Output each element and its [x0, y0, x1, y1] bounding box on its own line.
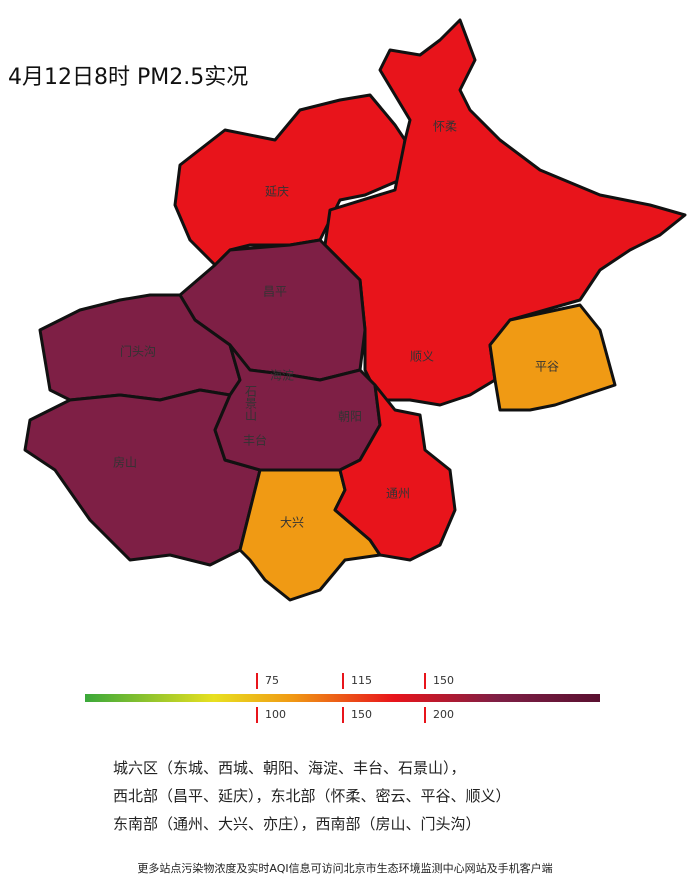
legend-bar: [85, 694, 600, 702]
legend-top-label: 150: [433, 674, 454, 687]
legend-bottom-label: 100: [265, 708, 286, 721]
legend-top-label: 75: [265, 674, 279, 687]
district-label: 石景山: [244, 385, 258, 421]
note-line: 西北部（昌平、延庆），东北部（怀柔、密云、平谷、顺义）: [113, 787, 511, 805]
district-label: 海淀: [270, 368, 294, 383]
note-line: 东南部（通州、大兴、亦庄），西南部（房山、门头沟）: [113, 815, 481, 833]
legend: 75 115 150 100 150 200: [256, 673, 454, 723]
legend-bottom-label: 200: [433, 708, 454, 721]
district-label: 通州: [386, 487, 410, 501]
district-label: 昌平: [263, 285, 287, 299]
district-label: 丰台: [243, 433, 267, 448]
footer: 更多站点污染物浓度及实时AQI信息可访问北京市生态环境监测中心网站及手机客户端: [137, 861, 552, 875]
district-labels: 怀柔延庆昌平门头沟 顺义平谷海淀石景山朝阳丰台房山大兴 通州: [113, 120, 559, 530]
region-tongzhou: [333, 383, 457, 562]
notes: 城六区（东城、西城、朝阳、海淀、丰台、石景山）， 西北部（昌平、延庆），东北部（怀…: [113, 759, 511, 833]
district-label: 延庆: [265, 185, 289, 199]
region-pinggu: [488, 303, 617, 412]
district-label: 顺义: [410, 350, 434, 364]
regions: [23, 18, 687, 602]
note-line: 城六区（东城、西城、朝阳、海淀、丰台、石景山），: [113, 759, 466, 777]
district-label: 平谷: [535, 360, 559, 374]
district-label: 朝阳: [338, 410, 362, 424]
district-label: 大兴: [280, 516, 304, 530]
legend-top-label: 115: [351, 674, 372, 687]
district-label: 怀柔: [433, 120, 457, 134]
legend-bottom-label: 150: [351, 708, 372, 721]
title: 4月12日8时 PM2.5实况: [8, 65, 248, 90]
district-label: 房山: [113, 455, 137, 470]
district-label: 门头沟: [120, 344, 156, 359]
